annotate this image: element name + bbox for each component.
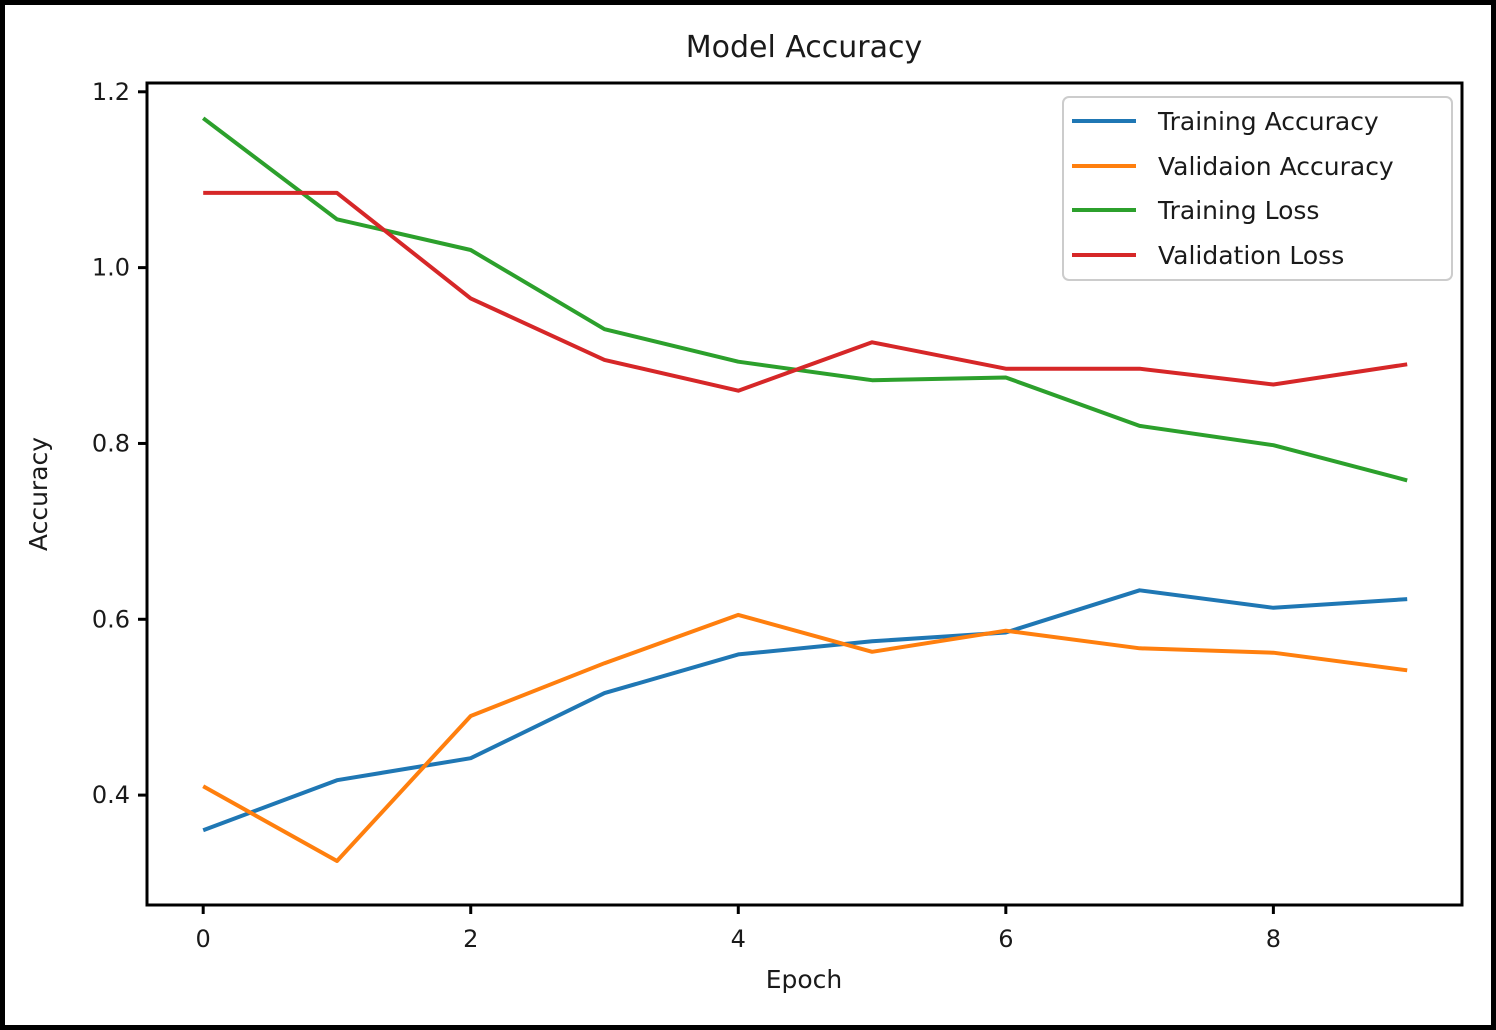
x-axis-ticks: 0 2 4 6 8 [196,905,1281,953]
x-tick-label: 4 [731,925,746,953]
series-line-validation-loss [203,190,1408,393]
legend-item-validation-accuracy: Validaion Accuracy [1072,152,1394,181]
legend-label-validation-loss: Validation Loss [1158,241,1344,270]
series-lines [201,116,1408,863]
plot-border [145,81,1464,907]
legend-label-training-loss: Training Loss [1157,196,1319,225]
series-line-validaion-accuracy [202,612,1408,863]
x-tick-label: 6 [998,925,1013,953]
legend-box [1062,96,1453,281]
y-axis-label: Accuracy [24,437,53,551]
x-tick-label: 2 [463,925,478,953]
legend-item-training-accuracy: Training Accuracy [1072,107,1379,136]
y-tick-label: 0.6 [92,605,130,633]
legend-label-training-accuracy: Training Accuracy [1157,107,1379,136]
legend-label-validation-accuracy: Validaion Accuracy [1158,152,1394,181]
legend-item-training-loss: Training Loss [1072,196,1319,225]
y-axis-ticks: 0.4 0.6 0.8 1.0 1.2 [92,78,147,809]
chart-title: Model Accuracy [686,30,923,65]
x-axis-label: Epoch [766,965,843,994]
x-tick-label: 0 [196,925,211,953]
y-tick-label: 1.2 [92,78,130,106]
y-tick-label: 1.0 [92,254,130,282]
legend-item-validation-loss: Validation Loss [1072,241,1344,270]
y-tick-label: 0.4 [92,781,130,809]
series-line-training-accuracy [202,588,1408,833]
y-tick-label: 0.8 [92,429,130,457]
x-tick-label: 8 [1266,925,1281,953]
legend: Training Accuracy Validaion Accuracy Tra… [1062,96,1453,281]
series-line-training-loss [201,116,1408,483]
